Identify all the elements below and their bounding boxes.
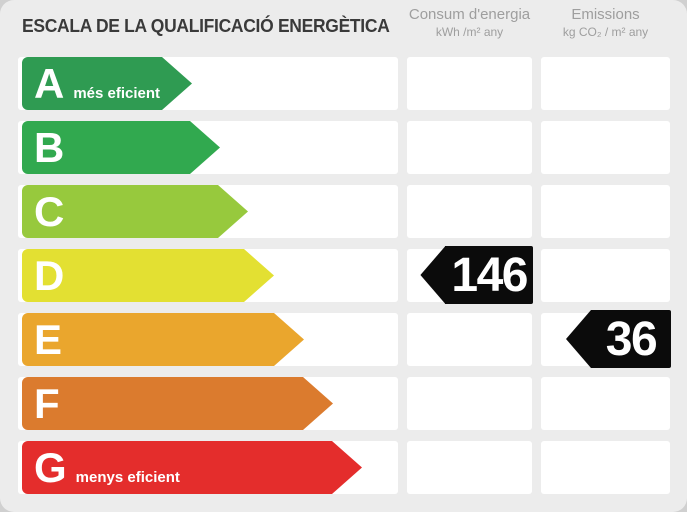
rating-letter: C	[34, 187, 65, 235]
rating-bar-f: F	[22, 377, 333, 430]
rating-letter: E	[34, 315, 63, 363]
right-arrow-tip-icon	[162, 57, 192, 110]
right-arrow-tip-icon	[274, 313, 304, 366]
emissions-cell	[541, 249, 670, 302]
consum-value: 146	[451, 248, 528, 302]
rating-row-c: C	[0, 185, 687, 238]
left-arrow-tip-icon	[420, 246, 446, 304]
emissions-cell	[541, 57, 670, 110]
emissions-value-arrow: 36	[566, 310, 671, 368]
right-arrow-tip-icon	[244, 249, 274, 302]
rating-bar-d: D	[22, 249, 274, 302]
emissions-cell	[541, 121, 670, 174]
rating-letter: B	[34, 123, 65, 171]
consum-cell: 146	[407, 246, 533, 304]
consum-cell	[407, 313, 532, 366]
consum-cell	[407, 57, 532, 110]
consum-cell	[407, 441, 532, 494]
consum-cell	[407, 377, 532, 430]
right-arrow-tip-icon	[303, 377, 333, 430]
rating-row-e: 36 E	[0, 310, 687, 368]
consum-column-title: Consum d'energia	[408, 6, 531, 23]
rating-note: més eficient	[73, 84, 161, 102]
emissions-cell: 36	[541, 310, 671, 368]
consum-column-header: Consum d'energia kWh /m² any	[403, 6, 536, 40]
rating-letter: A	[34, 59, 65, 107]
rating-letter: F	[34, 379, 60, 427]
rating-row-a: A més eficient	[0, 57, 687, 110]
consum-column-unit: kWh /m² any	[435, 25, 504, 39]
right-arrow-tip-icon	[332, 441, 362, 494]
scale-title: ESCALA DE LA QUALIFICACIÓ ENERGÈTICA	[22, 16, 390, 36]
rating-letter: G	[34, 443, 67, 491]
emissions-column-header: Emissions kg CO₂ / m² any	[541, 6, 670, 40]
right-arrow-tip-icon	[190, 121, 220, 174]
consum-cell	[407, 185, 532, 238]
rating-bar-b: B	[22, 121, 220, 174]
emissions-cell	[541, 185, 670, 238]
emissions-cell	[541, 441, 670, 494]
rating-row-g: G menys eficient	[0, 441, 687, 494]
rating-note: menys eficient	[75, 468, 180, 486]
left-arrow-tip-icon	[566, 310, 591, 368]
rating-bar-g: G menys eficient	[22, 441, 362, 494]
right-arrow-tip-icon	[218, 185, 248, 238]
rating-bar-c: C	[22, 185, 248, 238]
emissions-value: 36	[605, 312, 658, 366]
emissions-column-unit: kg CO₂ / m² any	[562, 25, 649, 39]
consum-cell	[407, 121, 532, 174]
rating-row-d: 146 D	[0, 246, 687, 304]
rating-row-f: F	[0, 377, 687, 430]
emissions-column-title: Emissions	[571, 6, 640, 23]
rating-row-b: B	[0, 121, 687, 174]
rating-bar-e: E	[22, 313, 304, 366]
rating-bar-a: A més eficient	[22, 57, 192, 110]
emissions-cell	[541, 377, 670, 430]
rating-letter: D	[34, 251, 65, 299]
consum-value-arrow: 146	[420, 246, 533, 304]
